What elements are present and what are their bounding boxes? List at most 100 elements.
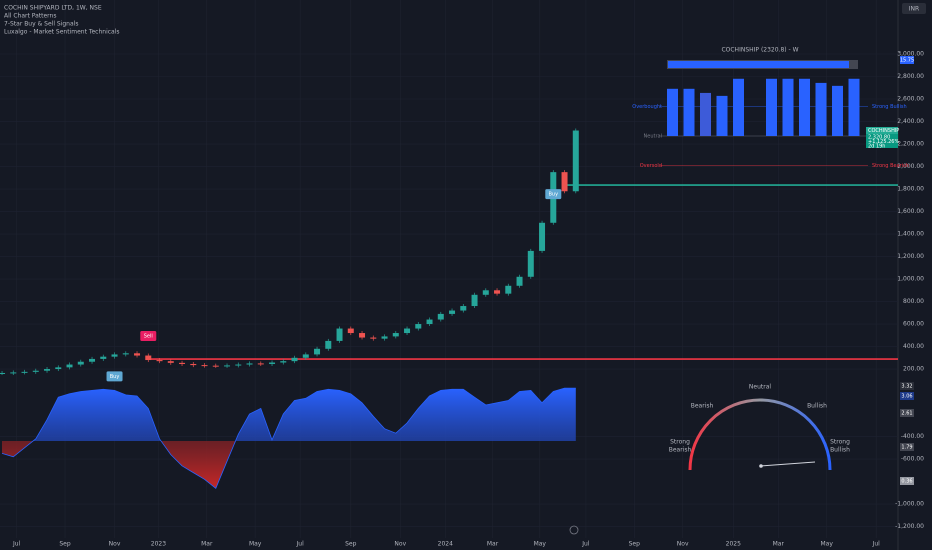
candle	[32, 370, 39, 372]
gauge-pivot	[759, 464, 763, 468]
candle	[201, 365, 208, 367]
candle	[314, 348, 321, 355]
y-tick-label: 1,000.00	[897, 276, 924, 283]
y-tick-label: 3,000.00	[897, 51, 924, 58]
legend-item: 7-Star Buy & Sell Signals	[4, 21, 78, 28]
panel-level-label: Strong Bullish	[872, 104, 907, 110]
x-tick-label: May	[820, 541, 833, 548]
candle	[111, 354, 118, 357]
gauge-label: Neutral	[749, 384, 771, 391]
candle	[527, 250, 534, 277]
value-badge	[900, 382, 914, 390]
candle	[426, 319, 433, 325]
value-badge-text: 2.61	[901, 411, 912, 417]
candle	[77, 361, 84, 365]
legend-item: Luxalgo - Market Sentiment Technicals	[4, 29, 120, 36]
x-tick-label: Sep	[59, 541, 71, 548]
value-badge-text: 15.75	[900, 58, 914, 64]
candle	[460, 306, 467, 311]
panel-bar	[733, 78, 744, 136]
value-badge	[900, 56, 914, 64]
candle	[44, 369, 51, 371]
y-tick-label: -600.00	[901, 456, 924, 463]
candle	[539, 222, 546, 251]
value-badge-text: 1.79	[901, 445, 912, 451]
price-tag-change: +1,125.26%	[868, 139, 899, 145]
y-tick-label: 1,200.00	[897, 253, 924, 260]
oscillator-line	[1, 387, 576, 489]
y-tick-label: 1,400.00	[897, 231, 924, 238]
currency[interactable]: INR	[909, 6, 919, 13]
gauge-label: Bearish	[691, 403, 714, 410]
candle	[302, 354, 309, 358]
y-tick-label: 400.00	[903, 343, 924, 350]
candle	[392, 333, 399, 337]
x-tick-label: Mar	[201, 541, 213, 548]
panel-bar	[848, 78, 860, 136]
candle	[415, 324, 422, 329]
candle	[347, 328, 354, 334]
signal-box	[140, 331, 157, 342]
signal-label: Buy	[549, 192, 559, 198]
x-tick-label: Jul	[296, 541, 305, 548]
gauge-needle	[760, 461, 816, 467]
x-tick-label: Nov	[394, 541, 406, 548]
y-tick-label: -1,000.00	[895, 501, 924, 508]
value-badge	[900, 477, 914, 485]
candle	[212, 365, 219, 367]
panel-progress	[668, 61, 849, 68]
signal-box	[545, 189, 562, 200]
candle	[235, 364, 242, 366]
gauge-arc	[688, 398, 832, 471]
panel-bar	[716, 95, 728, 136]
candle	[449, 310, 456, 314]
value-badge-text: 3.06	[901, 394, 912, 400]
signal-label: Sell	[144, 334, 153, 340]
candle	[494, 290, 501, 294]
candle	[516, 276, 523, 286]
gauge-label: Bullish	[830, 447, 850, 454]
x-tick-label: Jul	[872, 541, 881, 548]
candle	[471, 294, 478, 307]
signal-label: Buy	[110, 374, 120, 380]
candle	[0, 372, 6, 374]
legend-title: COCHIN SHIPYARD LTD, 1W, NSE	[4, 5, 102, 12]
y-tick-label: 2,800.00	[897, 73, 924, 80]
panel-bar	[667, 88, 678, 136]
candle	[156, 360, 163, 362]
panel-bar	[782, 78, 794, 136]
y-tick-label: 2,000.00	[897, 163, 924, 170]
panel-level-label: Neutral	[644, 134, 662, 140]
value-badge	[900, 443, 914, 451]
x-tick-label: 2023	[151, 541, 166, 548]
y-tick-label: 600.00	[903, 321, 924, 328]
panel-bar	[683, 88, 695, 136]
x-tick-label: Mar	[773, 541, 785, 548]
candle	[404, 328, 411, 334]
candle	[66, 364, 73, 368]
candle	[190, 363, 197, 366]
candle	[325, 340, 332, 349]
currency-box[interactable]	[902, 3, 926, 14]
price-tag-bg	[866, 134, 898, 148]
x-tick-label: May	[534, 541, 547, 548]
price-tag-countdown: 2d 19h	[868, 144, 885, 150]
candle	[359, 333, 366, 338]
candle	[482, 290, 489, 295]
gauge-label: Bullish	[807, 403, 827, 410]
candle	[55, 367, 62, 370]
candle	[561, 172, 568, 192]
candle	[370, 337, 377, 339]
event-icon[interactable]	[569, 525, 579, 535]
panel-level-label: Oversold	[640, 163, 662, 169]
candle	[224, 365, 231, 367]
value-badge	[900, 392, 914, 400]
candle	[246, 363, 253, 365]
panel-bar	[766, 78, 777, 136]
axis-panel	[898, 0, 932, 550]
y-tick-label: 1,600.00	[897, 208, 924, 215]
x-tick-label: Jul	[581, 541, 590, 548]
panel-level-label: Strong Bearish	[872, 163, 909, 169]
x-tick-label: Nov	[677, 541, 689, 548]
